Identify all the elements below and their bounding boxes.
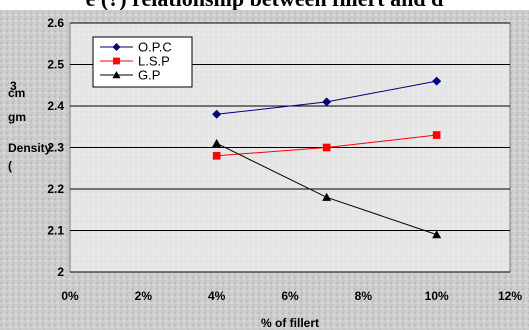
series-layer: [212, 76, 442, 239]
x-axis-ticks: 0% 2% 4% 6% 8% 10% 12%: [61, 289, 522, 303]
data-point-diamond: [432, 76, 442, 86]
x-tick-label: 10%: [425, 289, 449, 303]
data-point-diamond: [112, 43, 121, 51]
x-tick-label: 12%: [498, 289, 522, 303]
x-tick-label: 0%: [61, 289, 79, 303]
legend-entry-label: L.S.P: [138, 54, 170, 69]
x-tick-label: 8%: [355, 289, 373, 303]
y-axis-ticks: 2 2.1 2.2 2.3 2.4 2.5 2.6: [47, 16, 64, 279]
legend-entry-label: O.P.C: [138, 40, 172, 55]
y-tick-label: 2.4: [47, 99, 64, 113]
x-tick-label: 2%: [135, 289, 153, 303]
y-tick-label: 2.1: [47, 224, 64, 238]
y-tick-label: 2.5: [47, 58, 64, 72]
y-tick-label: 2.6: [47, 16, 64, 30]
data-point-diamond: [322, 97, 332, 107]
y-axis-title-fragment: gm: [8, 110, 26, 124]
data-point-square: [212, 151, 221, 160]
y-axis-title: 3cm gm Density (: [8, 79, 52, 173]
y-axis-title-fragment: 3: [10, 79, 17, 93]
header-text: e (?) relationship between fillert and d: [0, 0, 529, 12]
x-tick-label: 4%: [208, 289, 226, 303]
y-axis-title-fragment: cm: [8, 86, 25, 100]
y-tick-label: 2.2: [47, 182, 64, 196]
data-point-square: [322, 143, 331, 152]
y-tick-label: 2: [57, 265, 64, 279]
data-point-triangle: [212, 138, 222, 147]
data-point-square: [113, 57, 120, 65]
y-tick-label: 2.3: [47, 141, 64, 155]
data-point-triangle: [432, 230, 442, 239]
x-axis-title: % of fillert: [261, 316, 319, 330]
legend-entry-label: G.P: [138, 68, 160, 83]
y-axis-title-fragment: Density: [8, 141, 52, 155]
data-point-square: [432, 131, 441, 139]
x-tick-label: 6%: [281, 289, 299, 303]
y-axis-title-fragment: (: [8, 159, 12, 173]
legend-box: [92, 36, 193, 88]
data-point-diamond: [212, 109, 222, 119]
data-point-triangle: [322, 192, 332, 201]
data-point-triangle: [112, 71, 121, 79]
legend: O.P.CL.S.PG.P: [92, 36, 193, 88]
